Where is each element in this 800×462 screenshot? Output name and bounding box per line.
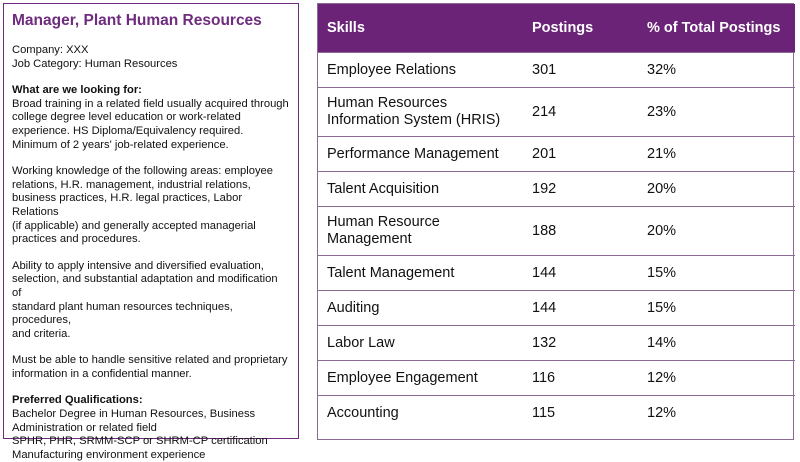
skill-cell: Accounting xyxy=(318,395,523,430)
postings-cell: 144 xyxy=(523,290,638,326)
job-meta: Company: XXX Job Category: Human Resourc… xyxy=(12,44,289,71)
text-line: relations, H.R. management, industrial r… xyxy=(12,178,251,191)
postings-cell: 144 xyxy=(523,255,638,291)
text-line: Working knowledge of the following areas… xyxy=(12,165,273,178)
text-line: experience. HS Diploma/Equivalency requi… xyxy=(12,124,244,137)
text-line: Must be able to handle sensitive related… xyxy=(12,354,288,367)
skill-cell: Performance Management xyxy=(318,136,523,172)
text-line: and criteria. xyxy=(12,327,71,340)
category-line: Job Category: Human Resources xyxy=(12,57,178,70)
percent-cell: 15% xyxy=(638,255,795,291)
table-row: Human Resources Information System (HRIS… xyxy=(318,87,795,137)
preferred-text: Bachelor Degree in Human Resources, Busi… xyxy=(12,408,289,462)
text-line: business practices, H.R. legal practices… xyxy=(12,192,243,218)
knowledge-text: Working knowledge of the following areas… xyxy=(12,165,289,247)
percent-cell: 20% xyxy=(638,206,795,256)
skill-cell: Auditing xyxy=(318,290,523,326)
skill-cell: Human Resource Management xyxy=(318,206,523,256)
table-row: Human Resource Management 188 20% xyxy=(318,206,795,256)
postings-cell: 132 xyxy=(523,325,638,361)
postings-cell: 201 xyxy=(523,136,638,172)
looking-for-text: Broad training in a related field usuall… xyxy=(12,98,289,152)
table-row: Talent Management 144 15% xyxy=(318,255,795,291)
text-line: Administration or related field xyxy=(12,421,157,434)
text-line: practices and procedures. xyxy=(12,233,141,246)
text-line: college degree level education or work-r… xyxy=(12,111,241,124)
percent-cell: 20% xyxy=(638,171,795,207)
postings-cell: 214 xyxy=(523,87,638,137)
percent-cell: 32% xyxy=(638,52,795,88)
table-row: Employee Engagement 116 12% xyxy=(318,360,795,396)
skills-table-container: Skills Postings % of Total Postings Empl… xyxy=(317,3,795,440)
text-line: information in a confidential manner. xyxy=(12,367,192,380)
table-header-row: Skills Postings % of Total Postings xyxy=(318,4,795,53)
percent-cell: 21% xyxy=(638,136,795,172)
looking-for-heading: What are we looking for: xyxy=(12,84,142,97)
postings-cell: 188 xyxy=(523,206,638,256)
confidential-text: Must be able to handle sensitive related… xyxy=(12,354,289,381)
preferred-heading: Preferred Qualifications: xyxy=(12,394,143,407)
table-row: Performance Management 201 21% xyxy=(318,136,795,172)
text-line: (if applicable) and generally accepted m… xyxy=(12,219,256,232)
header-percent: % of Total Postings xyxy=(638,4,795,53)
text-line: Bachelor Degree in Human Resources, Busi… xyxy=(12,408,256,421)
text-line: standard plant human resources technique… xyxy=(12,300,233,327)
percent-cell: 12% xyxy=(638,360,795,396)
percent-cell: 15% xyxy=(638,290,795,326)
company-line: Company: XXX xyxy=(12,44,89,56)
percent-cell: 23% xyxy=(638,87,795,137)
percent-cell: 12% xyxy=(638,395,795,430)
skill-cell: Labor Law xyxy=(318,325,523,361)
text-line: SPHR, PHR, SRMM-SCP or SHRM-CP certifica… xyxy=(12,435,268,448)
ability-text: Ability to apply intensive and diversifi… xyxy=(12,260,289,342)
skill-cell: Human Resources Information System (HRIS… xyxy=(318,87,523,137)
skill-cell: Talent Management xyxy=(318,255,523,291)
table-row: Auditing 144 15% xyxy=(318,290,795,326)
postings-cell: 301 xyxy=(523,52,638,88)
table-row: Talent Acquisition 192 20% xyxy=(318,171,795,207)
text-line: selection, and substantial adaptation an… xyxy=(12,273,278,299)
postings-cell: 115 xyxy=(523,395,638,430)
header-postings: Postings xyxy=(523,4,638,53)
text-line: Ability to apply intensive and diversifi… xyxy=(12,259,264,272)
postings-cell: 116 xyxy=(523,360,638,396)
job-title: Manager, Plant Human Resources xyxy=(12,12,262,29)
skills-table: Skills Postings % of Total Postings Empl… xyxy=(318,4,795,430)
skill-cell: Employee Relations xyxy=(318,52,523,88)
percent-cell: 14% xyxy=(638,325,795,361)
text-line: Manufacturing environment experience xyxy=(12,448,206,461)
text-line: Broad training in a related field usuall… xyxy=(12,97,289,110)
header-skills: Skills xyxy=(318,4,523,53)
job-description-panel: Manager, Plant Human Resources Company: … xyxy=(3,3,299,461)
table-row: Labor Law 132 14% xyxy=(318,325,795,361)
table-row: Accounting 115 12% xyxy=(318,395,795,430)
skill-cell: Employee Engagement xyxy=(318,360,523,396)
skill-cell: Talent Acquisition xyxy=(318,171,523,207)
postings-cell: 192 xyxy=(523,171,638,207)
text-line: Minimum of 2 years' job-related experien… xyxy=(12,138,229,151)
table-row: Employee Relations 301 32% xyxy=(318,52,795,88)
